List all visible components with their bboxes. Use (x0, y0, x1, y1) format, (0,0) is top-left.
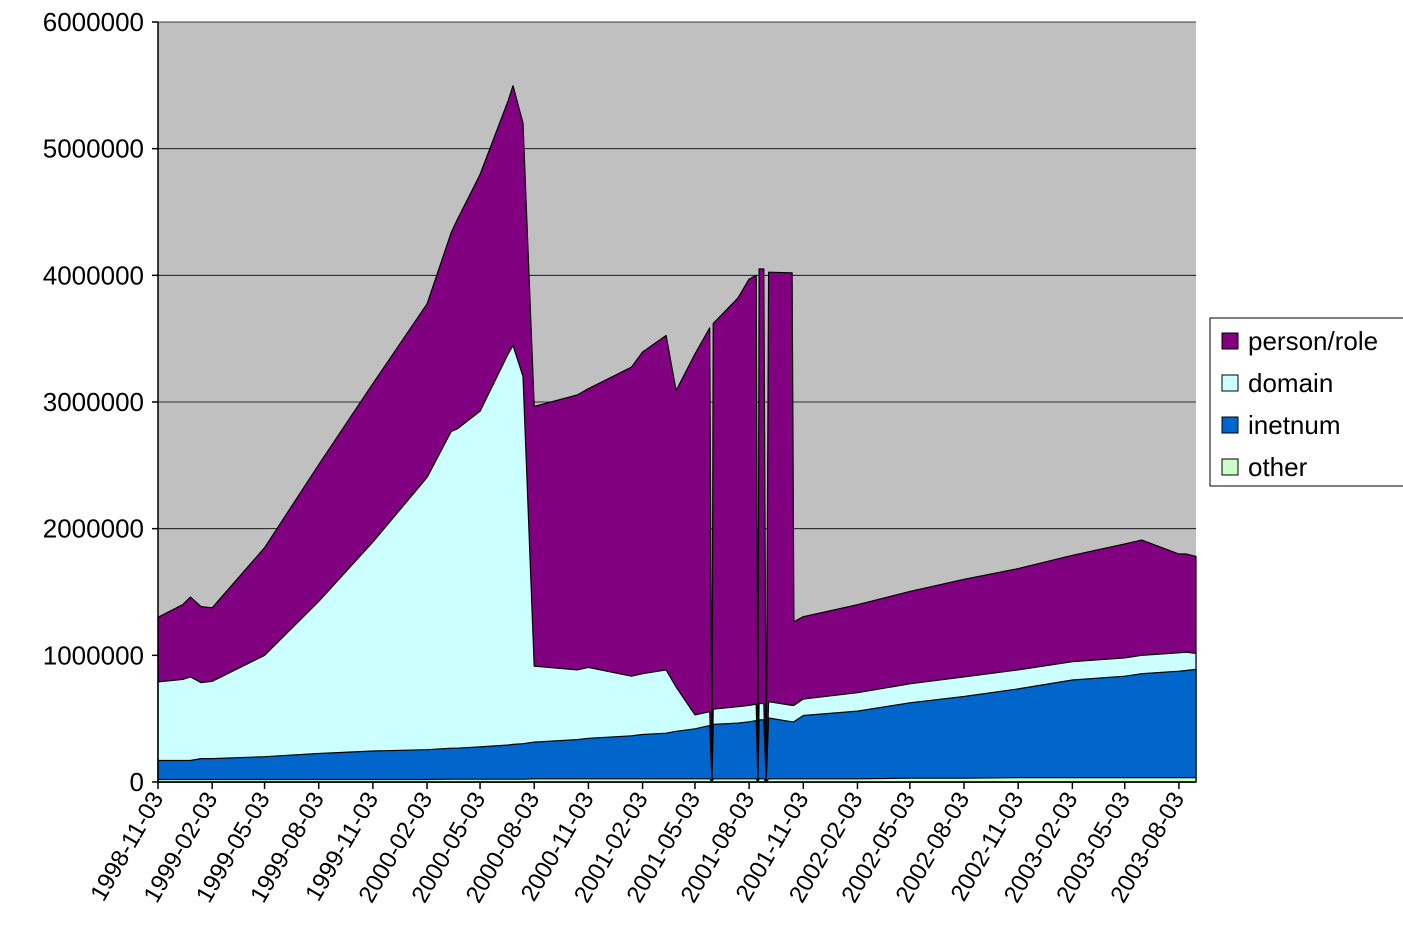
legend-swatch-person-role (1221, 332, 1239, 350)
area-other (157, 777, 1197, 783)
legend-label-other: other (1248, 452, 1308, 482)
legend: person/role domain inetnum other (1209, 317, 1403, 487)
y-tick-label: 6000000 (43, 7, 144, 37)
series-areas (157, 85, 1197, 783)
y-tick-label: 1000000 (43, 640, 144, 670)
legend-swatch-inetnum (1221, 416, 1239, 434)
area-inetnum (157, 668, 1197, 783)
legend-swatch-other (1221, 458, 1239, 476)
y-tick-label: 4000000 (43, 260, 144, 290)
y-tick-label: 3000000 (43, 387, 144, 417)
legend-label-domain: domain (1248, 368, 1333, 398)
y-tick-label: 2000000 (43, 514, 144, 544)
legend-box (1209, 317, 1403, 487)
y-tick-label: 0 (130, 767, 144, 797)
legend-swatch-domain (1221, 374, 1239, 392)
y-tick-label: 5000000 (43, 134, 144, 164)
legend-label-inetnum: inetnum (1248, 410, 1341, 440)
y-axis-ticks: 0 1000000 2000000 3000000 4000000 5000000 6000… (43, 7, 158, 797)
x-axis-ticks: 1998-11-031999-02-031999-05-031999-08-03… (85, 782, 1190, 907)
legend-label-person-role: person/role (1248, 326, 1378, 356)
